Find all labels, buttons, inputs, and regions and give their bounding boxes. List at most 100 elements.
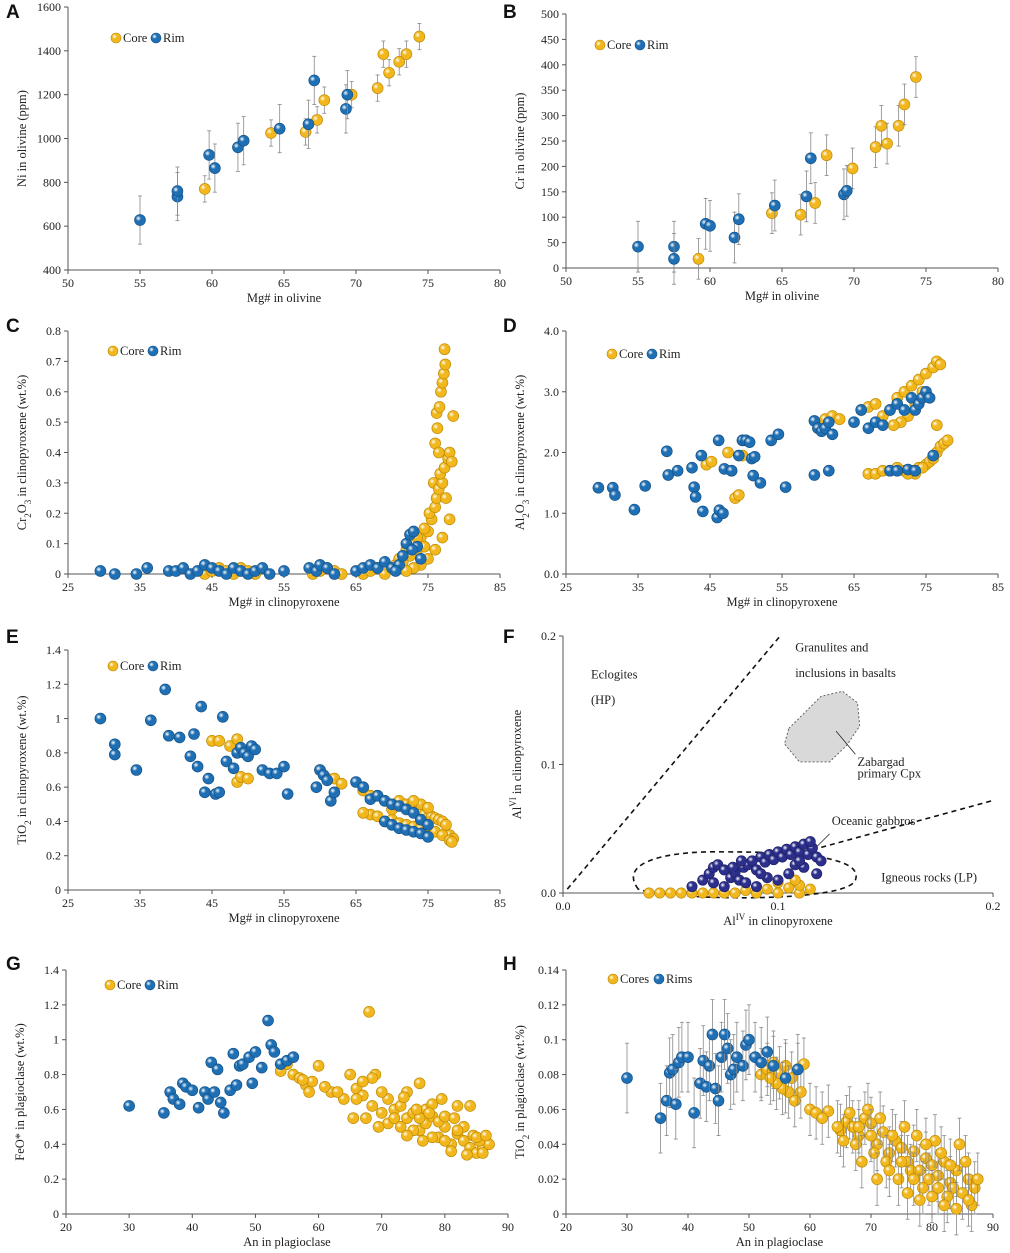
rim-point	[414, 553, 427, 565]
rim-point	[876, 419, 889, 431]
rim-point	[808, 469, 821, 481]
core-point	[439, 1110, 451, 1123]
core-point	[664, 887, 676, 899]
x-tick-label: 55	[776, 580, 788, 594]
y-tick-label: 0.4	[46, 446, 61, 460]
core-point	[344, 1068, 356, 1081]
y-tick-label: 0	[55, 883, 61, 897]
x-axis-label: Mg# in olivine	[745, 289, 820, 303]
x-tick-label: 70	[865, 1220, 877, 1234]
rim-point	[737, 1060, 749, 1072]
rim-point	[754, 477, 767, 489]
core-point	[606, 348, 618, 360]
core-point	[357, 807, 370, 819]
y-tick-label: 400	[541, 58, 559, 72]
rim-point	[278, 760, 290, 773]
y-tick-label: 0.1	[544, 1033, 559, 1047]
y-tick-label: 0	[553, 261, 559, 275]
x-tick-label: 90	[987, 1220, 999, 1234]
rim-point	[706, 1028, 719, 1041]
y-tick-label: 1.2	[46, 677, 61, 691]
x-tick-label: 20	[560, 1220, 572, 1234]
x-tick-label: 0.0	[556, 899, 571, 913]
rim-point	[727, 861, 739, 873]
x-tick-label: 25	[62, 896, 74, 910]
rim-point	[891, 464, 904, 477]
y-tick-label: 0.5	[46, 415, 61, 429]
y-axis-label: Cr2O3 in clinopyroxene (wt.%)	[15, 375, 33, 531]
legend: Core Rim	[594, 38, 669, 52]
rim-point	[281, 788, 294, 800]
y-tick-label: 0.8	[46, 746, 61, 760]
core-point	[917, 1182, 929, 1194]
panel-f: F 0.0 0.1 0.2 0.0 0.1 0.2 AlIV in clinopyroxene…	[503, 627, 1001, 928]
core-point	[371, 82, 384, 94]
x-tick-label: 75	[422, 580, 434, 594]
x-tick-label: 65	[350, 580, 362, 594]
legend: Core Rim	[107, 659, 182, 673]
rim-point	[134, 214, 146, 226]
core-point	[871, 1173, 883, 1185]
core-point	[732, 489, 745, 501]
core-point	[816, 1112, 829, 1124]
rim-point	[898, 404, 911, 416]
legend: Core Rim	[606, 347, 681, 361]
core-point	[761, 883, 773, 895]
rim-point	[772, 428, 785, 441]
zabargad-leader-line	[835, 730, 856, 755]
core-point	[820, 149, 833, 162]
y-axis-label: Ni in olivine (ppm)	[15, 90, 29, 187]
rim-point	[707, 877, 719, 889]
core-point	[372, 1121, 385, 1133]
core-point	[934, 358, 947, 371]
y-tick-label: 1.4	[44, 963, 59, 977]
series-rim	[94, 525, 427, 580]
rim-point	[389, 565, 402, 577]
rim-point	[209, 162, 221, 174]
rim-point	[328, 568, 341, 580]
y-tick-label: 0.0	[544, 567, 559, 581]
rim-point	[696, 505, 709, 518]
rim-point	[150, 32, 162, 44]
core-point	[643, 887, 655, 899]
rim-point	[848, 416, 860, 428]
rim-point	[123, 1100, 135, 1112]
series-rim	[134, 55, 354, 245]
x-tick-label: 45	[206, 580, 218, 594]
core-point	[104, 979, 116, 991]
legend: Cores Rims	[607, 972, 693, 986]
panel-d: D 25 35 45 55 65 75 85 0.0 1.0 2.0 3.0 4.0 Mg# in cli…	[503, 316, 1004, 609]
core-point	[804, 883, 816, 895]
core-point	[869, 141, 882, 153]
core-point	[833, 413, 846, 425]
rim-point	[422, 819, 434, 831]
x-axis-label: An in plagioclase	[243, 1235, 331, 1249]
rim-point	[653, 973, 665, 985]
y-tick-label: 300	[541, 109, 559, 123]
core-point	[794, 208, 807, 221]
series-core	[199, 23, 426, 203]
y-tick-label: 0.2	[541, 629, 556, 643]
rim-point	[592, 481, 605, 494]
x-tick-label: 40	[186, 1220, 198, 1234]
rim-point	[262, 1014, 274, 1027]
x-tick-label: 65	[278, 276, 290, 290]
x-tick-label: 50	[560, 274, 572, 288]
series-rim	[621, 999, 804, 1154]
y-axis-label: TiO2 in plagioclase (wt.%)	[513, 1025, 531, 1159]
core-point	[907, 1173, 920, 1185]
rim-point	[217, 711, 229, 723]
legend-label-core: Core	[123, 31, 148, 45]
core-point	[429, 543, 442, 556]
x-tick-label: 45	[206, 896, 218, 910]
core-point	[461, 1148, 473, 1161]
rim-point	[747, 469, 760, 482]
core-point	[892, 1173, 905, 1185]
y-tick-label: 1000	[37, 132, 61, 146]
rim-point	[141, 562, 153, 574]
rim-point	[709, 1082, 722, 1095]
rim-point	[628, 503, 641, 516]
rim-point	[94, 565, 107, 577]
rim-point	[109, 738, 121, 751]
rim-point	[748, 450, 761, 463]
